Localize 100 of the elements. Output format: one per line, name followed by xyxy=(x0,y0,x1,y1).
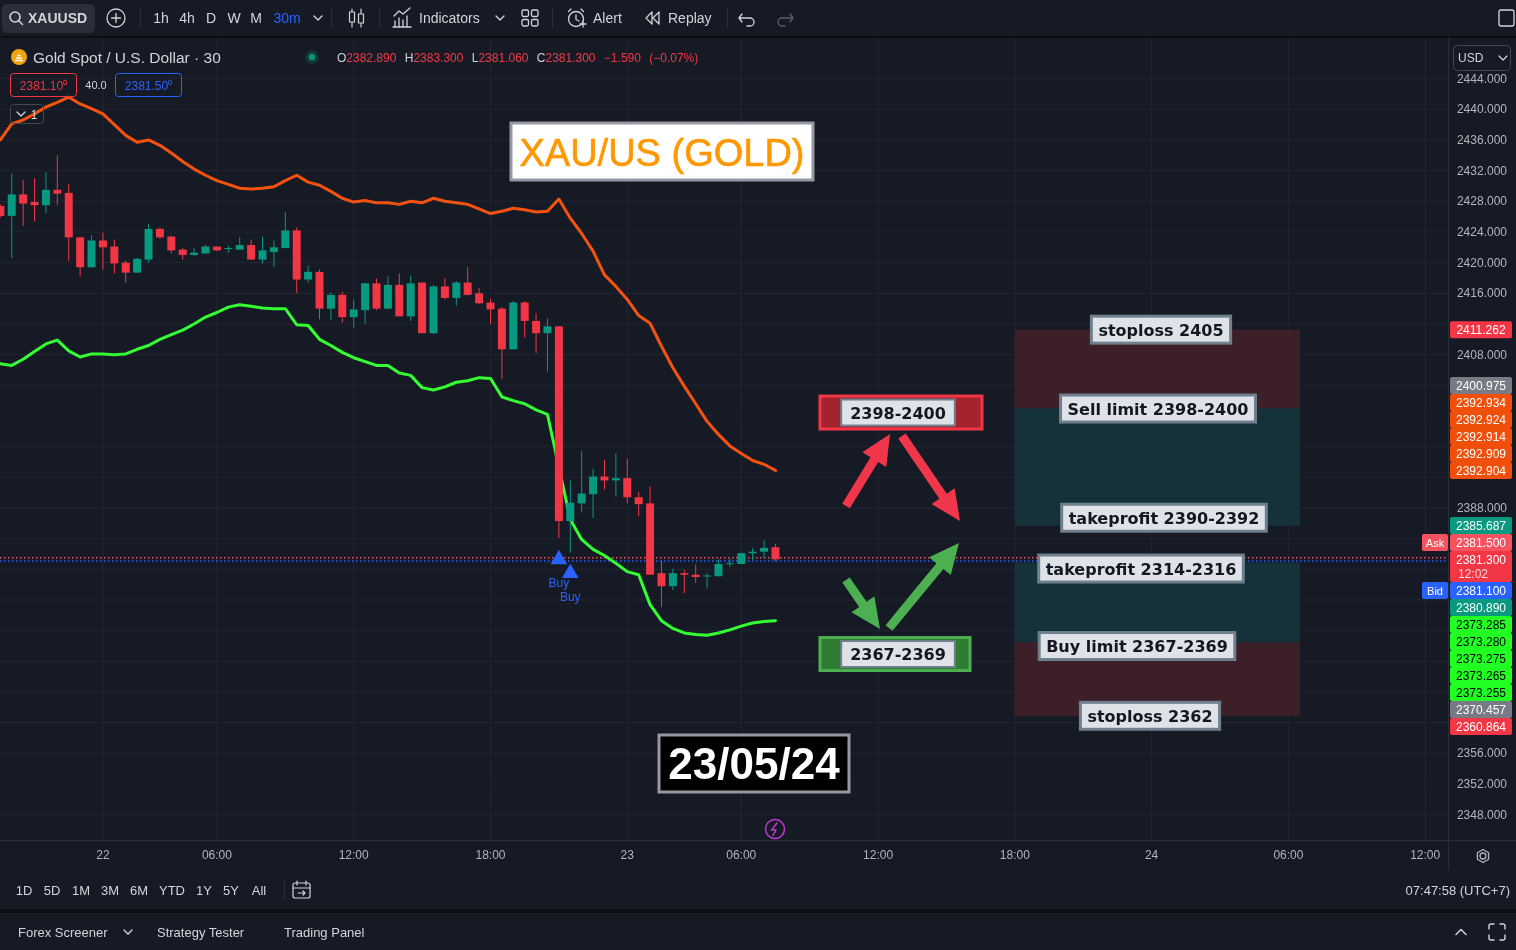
candlestick xyxy=(269,239,278,268)
candlestick xyxy=(463,266,472,297)
candlestick xyxy=(338,291,347,323)
text: W xyxy=(227,10,242,26)
annotation: Sell limit 2398-2400 xyxy=(1067,399,1249,419)
text: 2380.890 xyxy=(1455,600,1507,615)
candlestick xyxy=(247,239,256,261)
text: 2370.457 xyxy=(1455,702,1507,717)
candlestick xyxy=(41,171,50,215)
annotation: stoploss 2405 xyxy=(1098,320,1224,340)
text: Forex Screener xyxy=(18,925,109,940)
candlestick xyxy=(383,275,392,310)
text: XAUUSD xyxy=(28,10,88,26)
y-tick-label: 2436.000 xyxy=(1456,132,1508,147)
annotation: 40.0 xyxy=(85,79,107,91)
candlestick xyxy=(566,479,575,553)
text: 2392.904 xyxy=(1455,463,1507,478)
text: All xyxy=(251,883,267,898)
candlestick xyxy=(304,265,313,284)
candlestick xyxy=(98,232,107,271)
candlestick xyxy=(543,318,552,373)
text: 07:47:58 (UTC+7) xyxy=(1405,883,1510,898)
text: 2373.255 xyxy=(1455,685,1507,700)
annotation: takeprofit 2390-2392 xyxy=(1068,508,1260,528)
candlestick xyxy=(668,568,677,591)
text: 3M xyxy=(100,883,120,898)
text: 2373.285 xyxy=(1455,617,1507,632)
y-tick-label: 2420.000 xyxy=(1456,255,1508,270)
candlestick xyxy=(680,569,689,594)
annotation: 2381.10⁰ xyxy=(19,78,68,93)
text: YTD xyxy=(159,883,185,898)
text: 2381.100 xyxy=(1455,583,1507,598)
candlestick xyxy=(7,173,16,259)
y-tick-label: 2432.000 xyxy=(1456,163,1508,178)
y-tick-label: 2428.000 xyxy=(1456,194,1508,209)
text: 6M xyxy=(129,883,149,898)
candlestick xyxy=(634,491,643,517)
candlestick xyxy=(53,154,62,206)
x-tick-label: 12:00 xyxy=(1410,848,1441,862)
annotation: 2398-2400 xyxy=(850,403,946,423)
candlestick xyxy=(725,558,734,568)
y-tick-label: 2348.000 xyxy=(1456,807,1508,822)
y-tick-label: 2352.000 xyxy=(1456,777,1508,792)
y-tick-label: 2356.000 xyxy=(1456,746,1508,761)
candlestick xyxy=(452,280,461,307)
text: 2400.975 xyxy=(1455,378,1507,393)
candlestick xyxy=(589,468,598,519)
x-tick-label: 23 xyxy=(620,848,635,862)
text: Alert xyxy=(593,10,622,26)
candlestick xyxy=(623,458,632,504)
text: 2360.864 xyxy=(1455,719,1507,734)
annotation: Buy limit 2367-2369 xyxy=(1046,637,1228,657)
text: 2381.300 xyxy=(1455,552,1507,567)
text: 12:02 xyxy=(1458,566,1489,581)
y-tick-label: 2424.000 xyxy=(1456,224,1508,239)
x-tick-label: 06:00 xyxy=(1273,848,1304,862)
text: M xyxy=(250,10,262,26)
x-tick-label: 18:00 xyxy=(999,848,1031,862)
text: Replay xyxy=(668,10,712,26)
text: 1Y xyxy=(196,883,213,898)
annotation: 2381.50⁰ xyxy=(124,78,173,93)
candlestick xyxy=(657,560,666,608)
text: D xyxy=(205,10,217,26)
candlestick xyxy=(258,236,267,264)
text: 4h xyxy=(179,10,195,26)
text: 5Y xyxy=(223,883,240,898)
text: 2392.914 xyxy=(1455,429,1507,444)
text: 2385.687 xyxy=(1455,518,1507,533)
candlestick xyxy=(281,211,290,249)
text: 2392.909 xyxy=(1455,446,1507,461)
annotation: O2382.890 H2383.300 L2381.060 C2381.300 −1.590 (−0.07%) xyxy=(337,50,699,65)
text: 5D xyxy=(43,883,61,898)
x-tick-label: 06:00 xyxy=(201,848,233,862)
annotation: Bid xyxy=(1427,584,1443,597)
candlestick xyxy=(110,239,119,274)
text: 30m xyxy=(273,10,301,26)
text: 1D xyxy=(15,883,33,898)
text: 2373.265 xyxy=(1455,668,1507,683)
annotation: stoploss 2362 xyxy=(1087,706,1213,726)
text: 2392.934 xyxy=(1455,395,1507,410)
y-tick-label: 2408.000 xyxy=(1456,347,1508,362)
annotation: 23/05/24 xyxy=(668,739,841,788)
candlestick xyxy=(532,312,541,354)
candlestick xyxy=(760,539,769,559)
x-tick-label: 12:00 xyxy=(863,848,894,862)
text: 1h xyxy=(153,10,169,26)
candlestick xyxy=(121,259,130,284)
text: Indicators xyxy=(419,10,480,26)
candlestick xyxy=(440,277,449,300)
y-tick-label: 2388.000 xyxy=(1456,501,1508,516)
series-label: Buy xyxy=(548,576,570,591)
line-series xyxy=(0,303,777,637)
text: 1M xyxy=(71,883,91,898)
annotation: Ask xyxy=(1425,536,1445,549)
text: Trading Panel xyxy=(284,925,365,940)
annotation: 2367-2369 xyxy=(850,645,946,665)
candlestick xyxy=(577,450,586,514)
text: USD xyxy=(1458,51,1484,65)
y-tick-label: 2416.000 xyxy=(1456,286,1508,301)
text: 2373.280 xyxy=(1455,634,1507,649)
